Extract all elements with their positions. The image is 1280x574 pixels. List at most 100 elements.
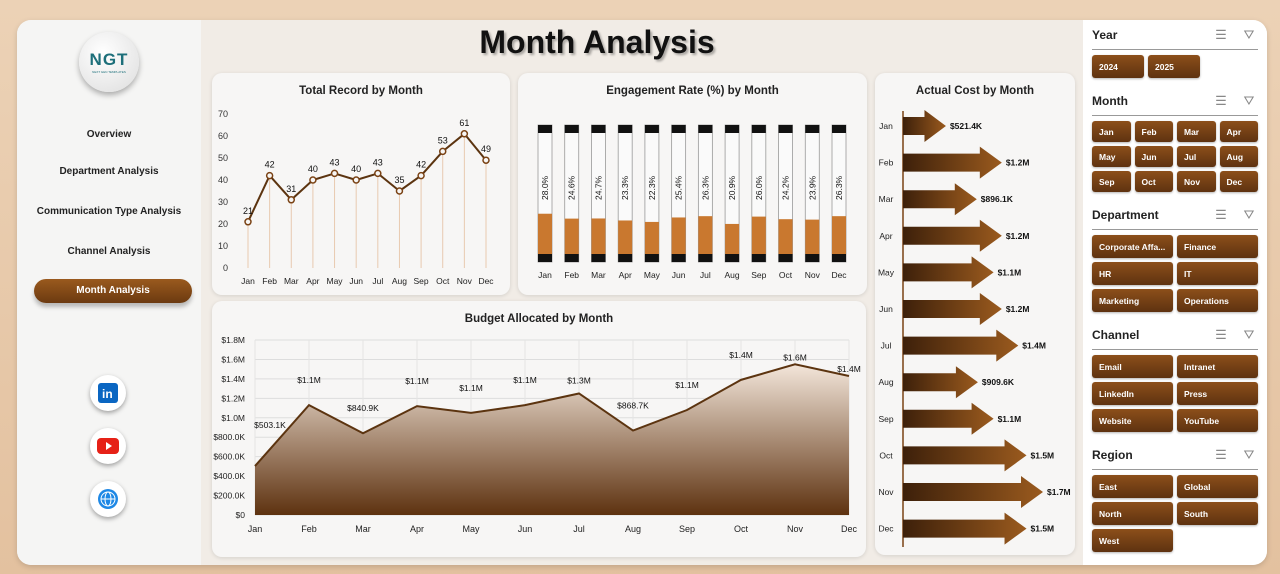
tube-cap [805,125,820,133]
slicer-item[interactable]: Global [1177,475,1258,498]
bar-fill [644,221,659,254]
data-label: $840.9K [347,403,379,413]
clear-filter-icon[interactable]: ⛛ [1243,446,1255,462]
nav-month-analysis[interactable]: Month Analysis [34,279,192,303]
data-label: $1.1M [998,414,1022,424]
data-label: 43 [373,157,383,167]
slicer-item[interactable]: Dec [1219,171,1258,192]
slicer-header: Department ☰ ⛛ [1092,200,1258,230]
data-label: 26.3% [700,175,710,200]
arrow-bar [903,366,978,399]
data-label: 42 [416,160,426,170]
y-tick-label: 70 [218,109,228,119]
data-label: $1.1M [998,267,1022,277]
slicer-item[interactable]: North [1092,502,1173,525]
data-label: 26.0% [754,175,764,200]
slicer-title: Channel [1092,327,1140,342]
y-tick-label: 50 [218,153,228,163]
slicer-item[interactable]: LinkedIn [1092,382,1173,405]
clear-filter-icon[interactable]: ⛛ [1243,92,1255,108]
engagement-rate-chart: Engagement Rate (%) by Month 28.0% Jan 24.… [518,73,867,295]
linkedin-button[interactable]: in [90,375,126,411]
slicer-item[interactable]: West [1092,529,1173,552]
slicer-item[interactable]: Website [1092,409,1173,432]
y-tick-label: 60 [218,131,228,141]
data-label: $1.1M [513,375,537,385]
data-label: $1.5M [1031,524,1055,534]
slicer-item[interactable]: Email [1092,355,1173,378]
nav-overview[interactable]: Overview [86,129,132,140]
multi-select-icon[interactable]: ☰ [1215,92,1227,108]
slicer-item[interactable]: Press [1177,382,1258,405]
slicer-item[interactable]: Oct [1134,171,1173,192]
y-tick-label: $1.4M [221,374,245,384]
y-tick-label: Aug [878,377,893,387]
arrow-bar [903,476,1043,508]
data-label: 24.6% [567,175,577,200]
multi-select-icon[interactable]: ☰ [1215,326,1227,342]
slicer-item[interactable]: East [1092,475,1173,498]
tube-cap [832,254,846,262]
y-tick-label: Oct [879,450,893,460]
slicer-item[interactable]: Nov [1177,171,1216,192]
slicer-item[interactable]: Jan [1092,121,1131,142]
nav-channel-analysis[interactable]: Channel Analysis [67,246,151,257]
data-label: 21 [243,206,253,216]
tube-cap [698,254,713,262]
nav-department-analysis[interactable]: Department Analysis [59,166,159,177]
slicer-item[interactable]: Apr [1219,121,1258,142]
x-tick-label: Oct [734,524,749,534]
data-label: $1.5M [1031,450,1055,460]
slicer-item[interactable]: Sep [1092,171,1131,192]
x-tick-label: Jan [241,276,255,286]
data-label: 40 [351,164,361,174]
clear-filter-icon[interactable]: ⛛ [1243,206,1255,222]
nav-communication-type-analysis[interactable]: Communication Type Analysis [36,206,182,217]
youtube-button[interactable] [90,428,126,464]
multi-select-icon[interactable]: ☰ [1215,446,1227,462]
slicer-item[interactable]: Marketing [1092,289,1173,312]
slicer-item[interactable]: Jun [1134,146,1173,167]
slicer-header: Region ☰ ⛛ [1092,440,1258,470]
slicer-item[interactable]: Aug [1219,146,1258,167]
slicer-item[interactable]: Corporate Affa... [1092,235,1173,258]
slicer-panel: Year ☰ ⛛ 2024 2025 Month ☰ ⛛ Jan Feb Mar Apr May Jun J… [1083,20,1267,565]
x-tick-label: Sep [751,270,766,280]
data-label: $1.2M [1006,158,1030,168]
slicer-item[interactable]: Jul [1177,146,1216,167]
slicer-item[interactable]: IT [1177,262,1258,285]
slicer-item[interactable]: South [1177,502,1258,525]
slicer-item[interactable]: Intranet [1177,355,1258,378]
slicer-item[interactable]: 2024 [1092,55,1144,78]
total-record-plot: 0 10 20 30 40 50 60 70 Jan Feb Mar Apr May Jun Jul Aug S… [218,109,494,286]
slicer-item[interactable]: Mar [1177,121,1216,142]
website-button[interactable] [90,481,126,517]
data-label: 23.3% [620,175,630,200]
slicer-item[interactable]: YouTube [1177,409,1258,432]
data-point [374,169,382,178]
actual-cost-chart: Actual Cost by Month Jan $521.4K Feb $1.2M M… [875,73,1075,555]
x-tick-label: Oct [779,270,793,280]
clear-filter-icon[interactable]: ⛛ [1243,26,1255,42]
clear-filter-icon[interactable]: ⛛ [1243,326,1255,342]
data-label: 42 [265,160,275,170]
tube-cap [618,254,633,262]
tube-cap [805,254,820,262]
y-tick-label: 10 [218,241,228,251]
arrow-bar [903,183,977,216]
y-tick-label: Mar [879,194,894,204]
multi-select-icon[interactable]: ☰ [1215,206,1227,222]
data-label: 22.3% [647,175,657,200]
slicer-item[interactable]: May [1092,146,1131,167]
slicer-item[interactable]: Operations [1177,289,1258,312]
page-title: Month Analysis [479,24,715,60]
slicer-item[interactable]: HR [1092,262,1173,285]
y-tick-label: May [878,267,895,277]
x-tick-label: May [327,276,344,286]
multi-select-icon[interactable]: ☰ [1215,26,1227,42]
slicer-item[interactable]: Finance [1177,235,1258,258]
slicer-item[interactable]: 2025 [1148,55,1200,78]
svg-text:in: in [102,387,113,401]
slicer-title: Department [1092,207,1159,222]
slicer-item[interactable]: Feb [1134,121,1173,142]
